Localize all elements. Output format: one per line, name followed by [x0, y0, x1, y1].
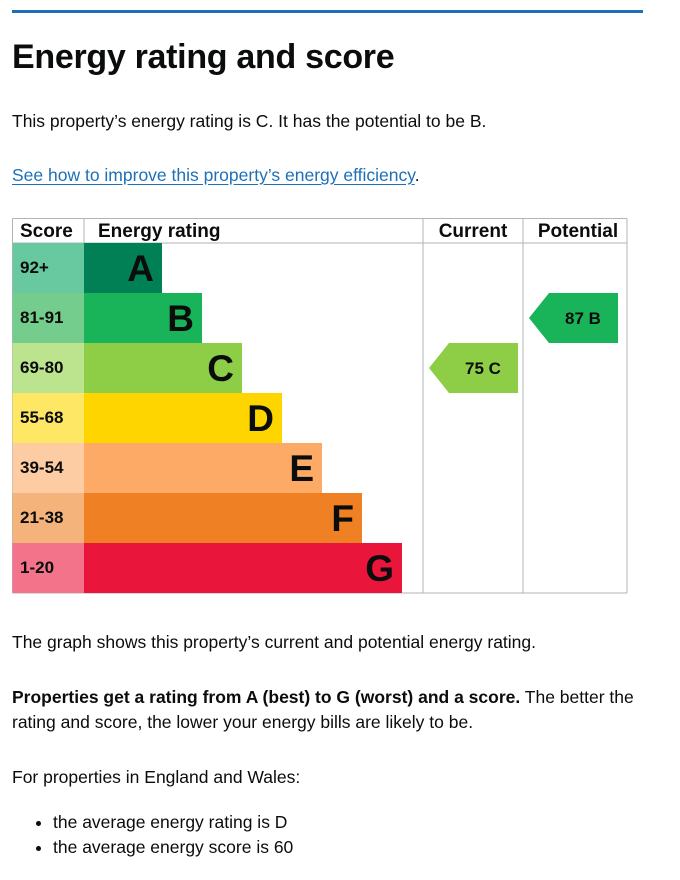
- score-cell-e: [12, 443, 84, 493]
- england-wales-label: For properties in England and Wales:: [12, 767, 301, 787]
- band-letter-e: E: [289, 448, 314, 489]
- score-range-f: 21-38: [20, 508, 63, 527]
- rating-bar-b: [84, 293, 202, 343]
- improve-link-line: See how to improve this property’s energ…: [12, 163, 642, 188]
- score-range-b: 81-91: [20, 308, 63, 327]
- score-cell-d: [12, 393, 84, 443]
- score-range-d: 55-68: [20, 408, 63, 427]
- band-letter-b: B: [167, 298, 194, 339]
- header-potential: Potential: [538, 221, 618, 242]
- rating-arrows: 75 C 87 B: [429, 293, 618, 393]
- header-current: Current: [439, 221, 508, 242]
- band-letter-a: A: [127, 248, 154, 289]
- rating-bar-d: [84, 393, 282, 443]
- graph-description: The graph shows this property’s current …: [12, 632, 537, 652]
- link-suffix: .: [414, 165, 420, 185]
- top-rule: [12, 10, 643, 13]
- score-range-e: 39-54: [20, 458, 64, 477]
- rating-bar-g: [84, 543, 402, 593]
- rating-bar-a: [84, 243, 162, 293]
- band-letter-c: C: [207, 348, 234, 389]
- rating-bar-f: [84, 493, 362, 543]
- rating-bar-e: [84, 443, 322, 493]
- score-cell-c: [12, 343, 84, 393]
- potential-rating-label: 87 B: [565, 309, 601, 328]
- page-title: Energy rating and score: [12, 38, 395, 76]
- score-cell-b: [12, 293, 84, 343]
- score-range-c: 69-80: [20, 358, 63, 377]
- improve-efficiency-link[interactable]: See how to improve this property’s energ…: [12, 165, 415, 185]
- rating-explanation: Properties get a rating from A (best) to…: [12, 685, 642, 735]
- rating-bar-c: [84, 343, 242, 393]
- energy-rating-chart: Score Energy rating Current Potential 92…: [12, 218, 628, 594]
- band-letter-g: G: [365, 548, 394, 589]
- band-letter-f: F: [331, 498, 354, 539]
- header-score: Score: [20, 221, 73, 242]
- current-rating-label: 75 C: [465, 359, 501, 378]
- rating-explanation-rest: The better the rating and score, the low…: [12, 687, 634, 732]
- header-energy-rating: Energy rating: [98, 221, 220, 242]
- rating-bands: 92+ A 81-91 B 69-80 C 55-68 D 39-54 E 21-38 F 1-20 G: [12, 243, 402, 593]
- band-letter-d: D: [247, 398, 274, 439]
- score-range-a: 92+: [20, 258, 49, 277]
- rating-intro: This property’s energy rating is C. It h…: [12, 111, 487, 131]
- score-cell-f: [12, 493, 84, 543]
- score-cell-a: [12, 243, 84, 293]
- score-range-g: 1-20: [20, 558, 54, 577]
- current-arrow: [429, 343, 518, 393]
- averages-list: the average energy rating is D the avera…: [12, 810, 293, 860]
- list-item: the average energy rating is D: [53, 810, 293, 835]
- score-cell-g: [12, 543, 84, 593]
- list-item: the average energy score is 60: [53, 835, 293, 860]
- potential-arrow: [529, 293, 618, 343]
- rating-explanation-bold: Properties get a rating from A (best) to…: [12, 687, 521, 707]
